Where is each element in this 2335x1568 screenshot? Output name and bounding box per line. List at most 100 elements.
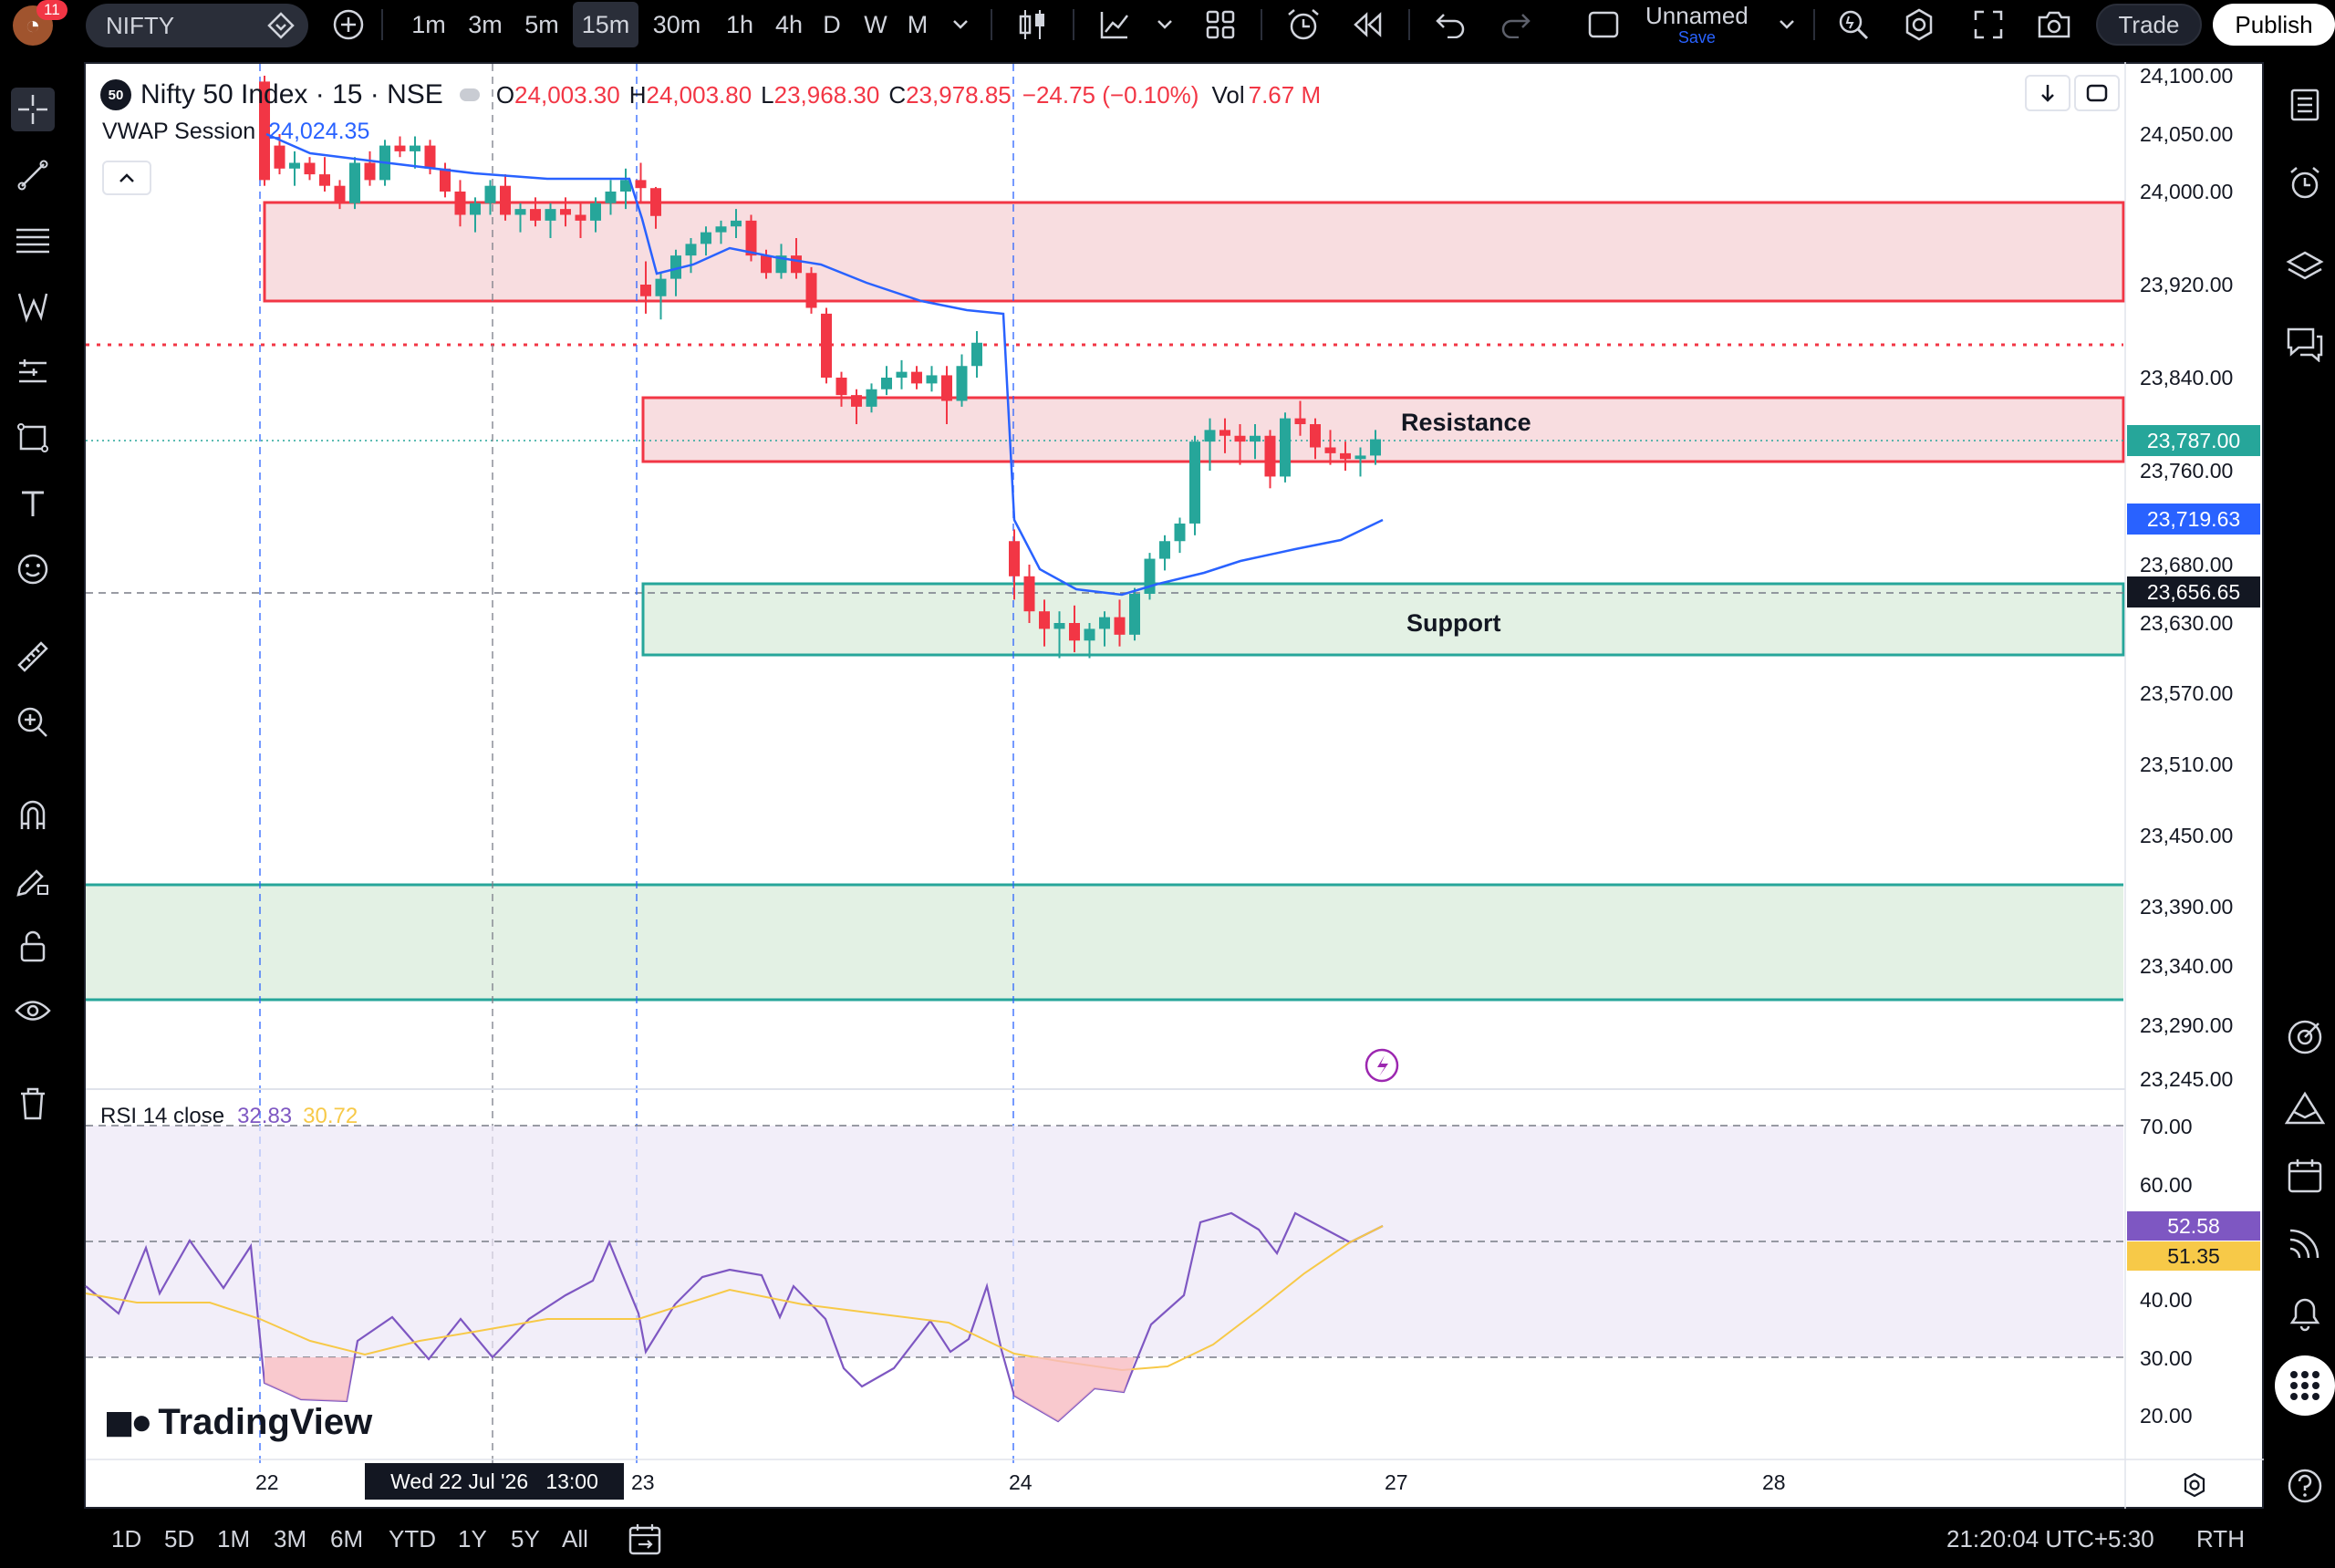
- ideas-button[interactable]: [2284, 1016, 2326, 1058]
- layout-button[interactable]: [1199, 0, 1242, 49]
- rsi-axis-label: 60.00: [2140, 1173, 2193, 1197]
- range-3m[interactable]: 3M: [274, 1525, 307, 1552]
- range-5y[interactable]: 5Y: [511, 1525, 540, 1552]
- screener-button[interactable]: [2284, 1087, 2326, 1129]
- interval-5m[interactable]: 5m: [524, 10, 559, 38]
- maximize-pane-button[interactable]: [2074, 75, 2120, 111]
- interval-1m[interactable]: 1m: [411, 10, 446, 38]
- text-tool[interactable]: [11, 482, 55, 525]
- candle-body: [851, 395, 862, 407]
- fullscreen-button[interactable]: [1967, 0, 2010, 49]
- news-button[interactable]: [2284, 1222, 2326, 1264]
- avatar[interactable]: ◔ 11: [13, 0, 67, 46]
- vwap-legend[interactable]: VWAP Session 24,024.35: [102, 119, 369, 145]
- interval-1h[interactable]: 1h: [725, 10, 754, 38]
- high-value: 24,003.80: [646, 80, 752, 109]
- shapes-tool[interactable]: [11, 416, 55, 460]
- symbol-search[interactable]: NIFTY: [86, 4, 308, 47]
- interval-3m[interactable]: 3m: [468, 10, 503, 38]
- rsi-legend[interactable]: RSI 14 close 32.83 30.72: [100, 1104, 358, 1129]
- snapshot-button[interactable]: [2032, 0, 2076, 49]
- lock-tool[interactable]: [11, 925, 55, 969]
- range-ytd[interactable]: YTD: [389, 1525, 436, 1552]
- horizontal-lines-tool[interactable]: [11, 219, 55, 263]
- notifications-button[interactable]: [2284, 1292, 2326, 1334]
- interval-15m[interactable]: 15m: [573, 2, 638, 47]
- candle-body: [410, 145, 420, 151]
- delete-tool[interactable]: [11, 1082, 55, 1126]
- market-status-indicator[interactable]: [459, 88, 480, 101]
- candle-body: [560, 209, 571, 215]
- redo-button[interactable]: [1494, 0, 1538, 49]
- forecast-tool[interactable]: [11, 350, 55, 394]
- zoom-tool[interactable]: [11, 701, 55, 744]
- range-6m[interactable]: 6M: [330, 1525, 364, 1552]
- emoji-tool[interactable]: [11, 547, 55, 591]
- measure-tool[interactable]: [11, 635, 55, 679]
- candle-body: [319, 174, 330, 186]
- pattern-tool[interactable]: [11, 285, 55, 328]
- tradingview-logo[interactable]: ◼● TradingView: [104, 1401, 372, 1443]
- visibility-tool[interactable]: [11, 991, 55, 1034]
- publish-button[interactable]: Publish: [2213, 4, 2335, 46]
- magnet-tool[interactable]: [11, 794, 55, 837]
- trend-line-tool[interactable]: [11, 153, 55, 197]
- candle-body: [745, 220, 757, 256]
- candle-body: [650, 188, 661, 216]
- candle-body: [364, 162, 376, 181]
- interval-dropdown[interactable]: [945, 0, 976, 49]
- range-1d[interactable]: 1D: [111, 1525, 142, 1552]
- session-toggle[interactable]: RTH: [2196, 1525, 2245, 1552]
- apps-button[interactable]: [2275, 1355, 2335, 1416]
- interval-w[interactable]: W: [864, 10, 887, 38]
- interval-d[interactable]: D: [823, 10, 841, 38]
- trade-button[interactable]: Trade: [2096, 4, 2202, 46]
- right-sidebar: [2268, 73, 2335, 1568]
- quick-search-button[interactable]: [1832, 0, 1875, 49]
- crosshair-tool[interactable]: [11, 88, 55, 131]
- alert-button[interactable]: [1281, 0, 1326, 49]
- clock-timezone[interactable]: 21:20:04 UTC+5:30: [1946, 1525, 2154, 1552]
- help-button[interactable]: [2284, 1465, 2326, 1507]
- settings-button[interactable]: [1897, 0, 1941, 49]
- layout-title: Unnamed: [1645, 2, 1749, 29]
- time-axis-label: 28: [1762, 1470, 1786, 1494]
- range-1y[interactable]: 1Y: [458, 1525, 487, 1552]
- layout-dropdown[interactable]: [1773, 0, 1801, 49]
- range-all[interactable]: All: [562, 1525, 588, 1552]
- toolbar-divider: [1408, 9, 1410, 40]
- layout-checkbox[interactable]: [1582, 0, 1625, 49]
- low-label: L: [761, 80, 774, 109]
- object-tree-button[interactable]: [2284, 246, 2326, 288]
- watchlist-button[interactable]: [2284, 84, 2326, 126]
- rsi-axis-label: 20.00: [2140, 1404, 2193, 1428]
- range-5d[interactable]: 5D: [164, 1525, 195, 1552]
- legend-title[interactable]: Nifty 50 Index · 15 · NSE: [140, 79, 443, 109]
- camera-icon: [2038, 11, 2070, 38]
- trend-line-icon: [17, 160, 48, 191]
- drawing-mode-tool[interactable]: [11, 859, 55, 903]
- chart-type-button[interactable]: [1011, 0, 1054, 49]
- collapse-legend-button[interactable]: [102, 161, 151, 195]
- replay-button[interactable]: [1344, 0, 1390, 49]
- candle-body: [670, 255, 681, 279]
- target-icon: [2288, 1020, 2322, 1054]
- add-symbol-button[interactable]: [327, 0, 370, 49]
- indicators-button[interactable]: [1093, 0, 1136, 49]
- indicators-dropdown[interactable]: [1151, 0, 1178, 49]
- undo-button[interactable]: [1428, 0, 1472, 49]
- candle-body: [1174, 523, 1186, 542]
- scroll-to-latest-button[interactable]: [2025, 75, 2070, 111]
- time-axis-settings-button[interactable]: [2174, 1467, 2215, 1503]
- go-to-date-button[interactable]: [628, 1511, 664, 1568]
- interval-m[interactable]: M: [907, 10, 929, 38]
- interval-30m[interactable]: 30m: [652, 10, 701, 38]
- chats-button[interactable]: [2284, 323, 2326, 365]
- interval-4h[interactable]: 4h: [774, 10, 804, 38]
- alerts-button[interactable]: [2284, 162, 2326, 204]
- layout-name[interactable]: Unnamed Save: [1645, 2, 1749, 47]
- range-1m[interactable]: 1M: [217, 1525, 251, 1552]
- save-link[interactable]: Save: [1677, 28, 1716, 47]
- calendar-button[interactable]: [2284, 1155, 2326, 1197]
